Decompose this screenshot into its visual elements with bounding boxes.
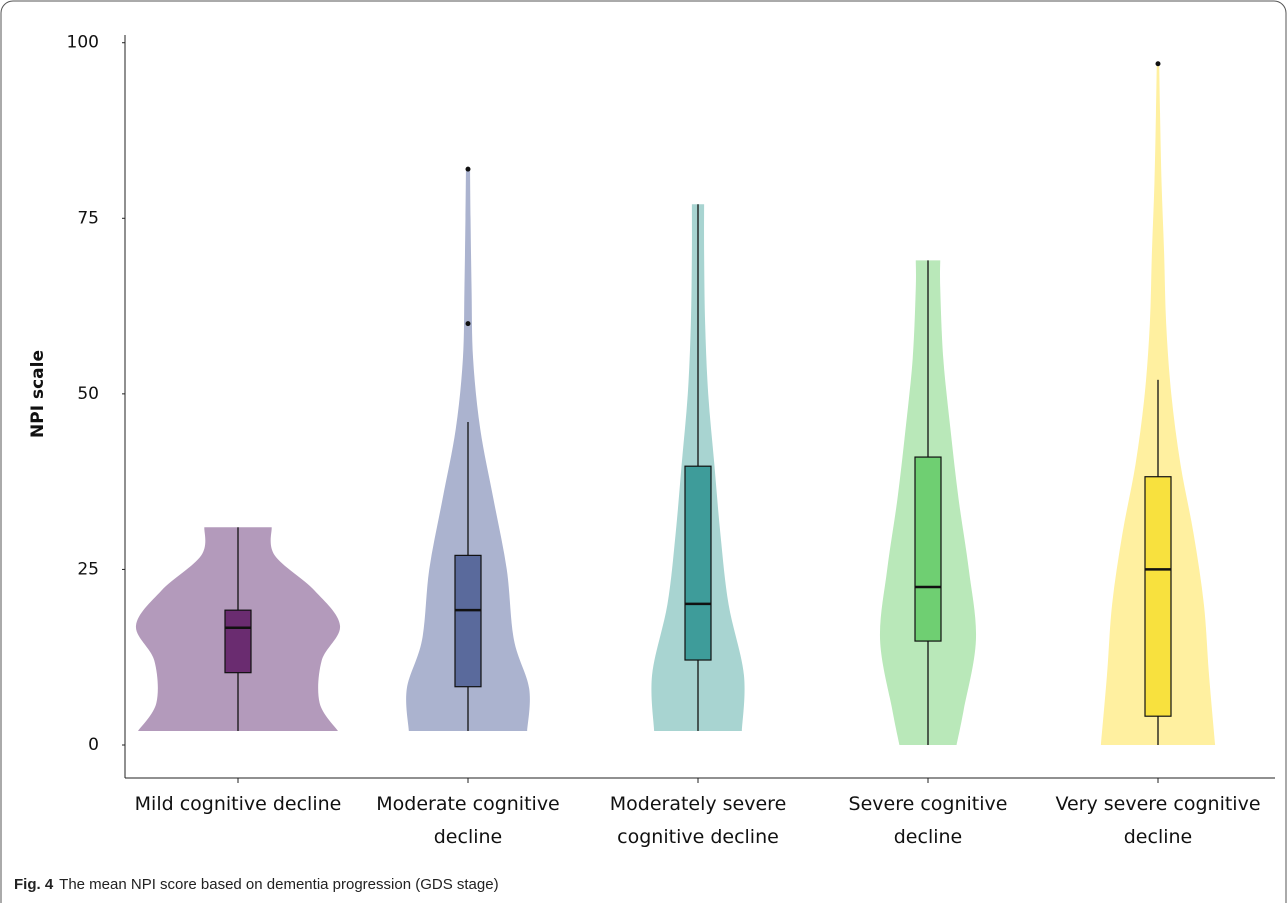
x-tick-label: Mild cognitive decline	[134, 793, 342, 815]
caption: Fig. 4 The mean NPI score based on dement…	[14, 876, 499, 893]
y-tick-label: 75	[77, 208, 99, 228]
x-tick-label: Moderate cognitive decline	[376, 793, 560, 848]
caption-text: The mean NPI score based on dementia pro…	[59, 876, 499, 893]
y-axis-label: NPI scale	[28, 350, 48, 438]
box	[914, 456, 942, 642]
box	[684, 465, 712, 661]
box	[224, 609, 252, 674]
caption-label: Fig. 4	[14, 876, 54, 893]
x-tick-label: Very severe cognitive decline	[1055, 793, 1261, 848]
outlier	[1155, 61, 1161, 67]
box	[1144, 476, 1172, 717]
x-tick-label: Severe cognitive decline	[848, 793, 1008, 848]
y-tick-label: 100	[67, 33, 99, 53]
y-tick-label: 25	[77, 559, 99, 579]
outlier	[465, 166, 471, 172]
x-tick-label: Moderately severe cognitive decline	[609, 793, 787, 848]
box	[454, 554, 482, 688]
y-tick-label: 0	[88, 735, 99, 755]
y-tick-label: 50	[77, 384, 99, 404]
outlier	[465, 321, 471, 327]
